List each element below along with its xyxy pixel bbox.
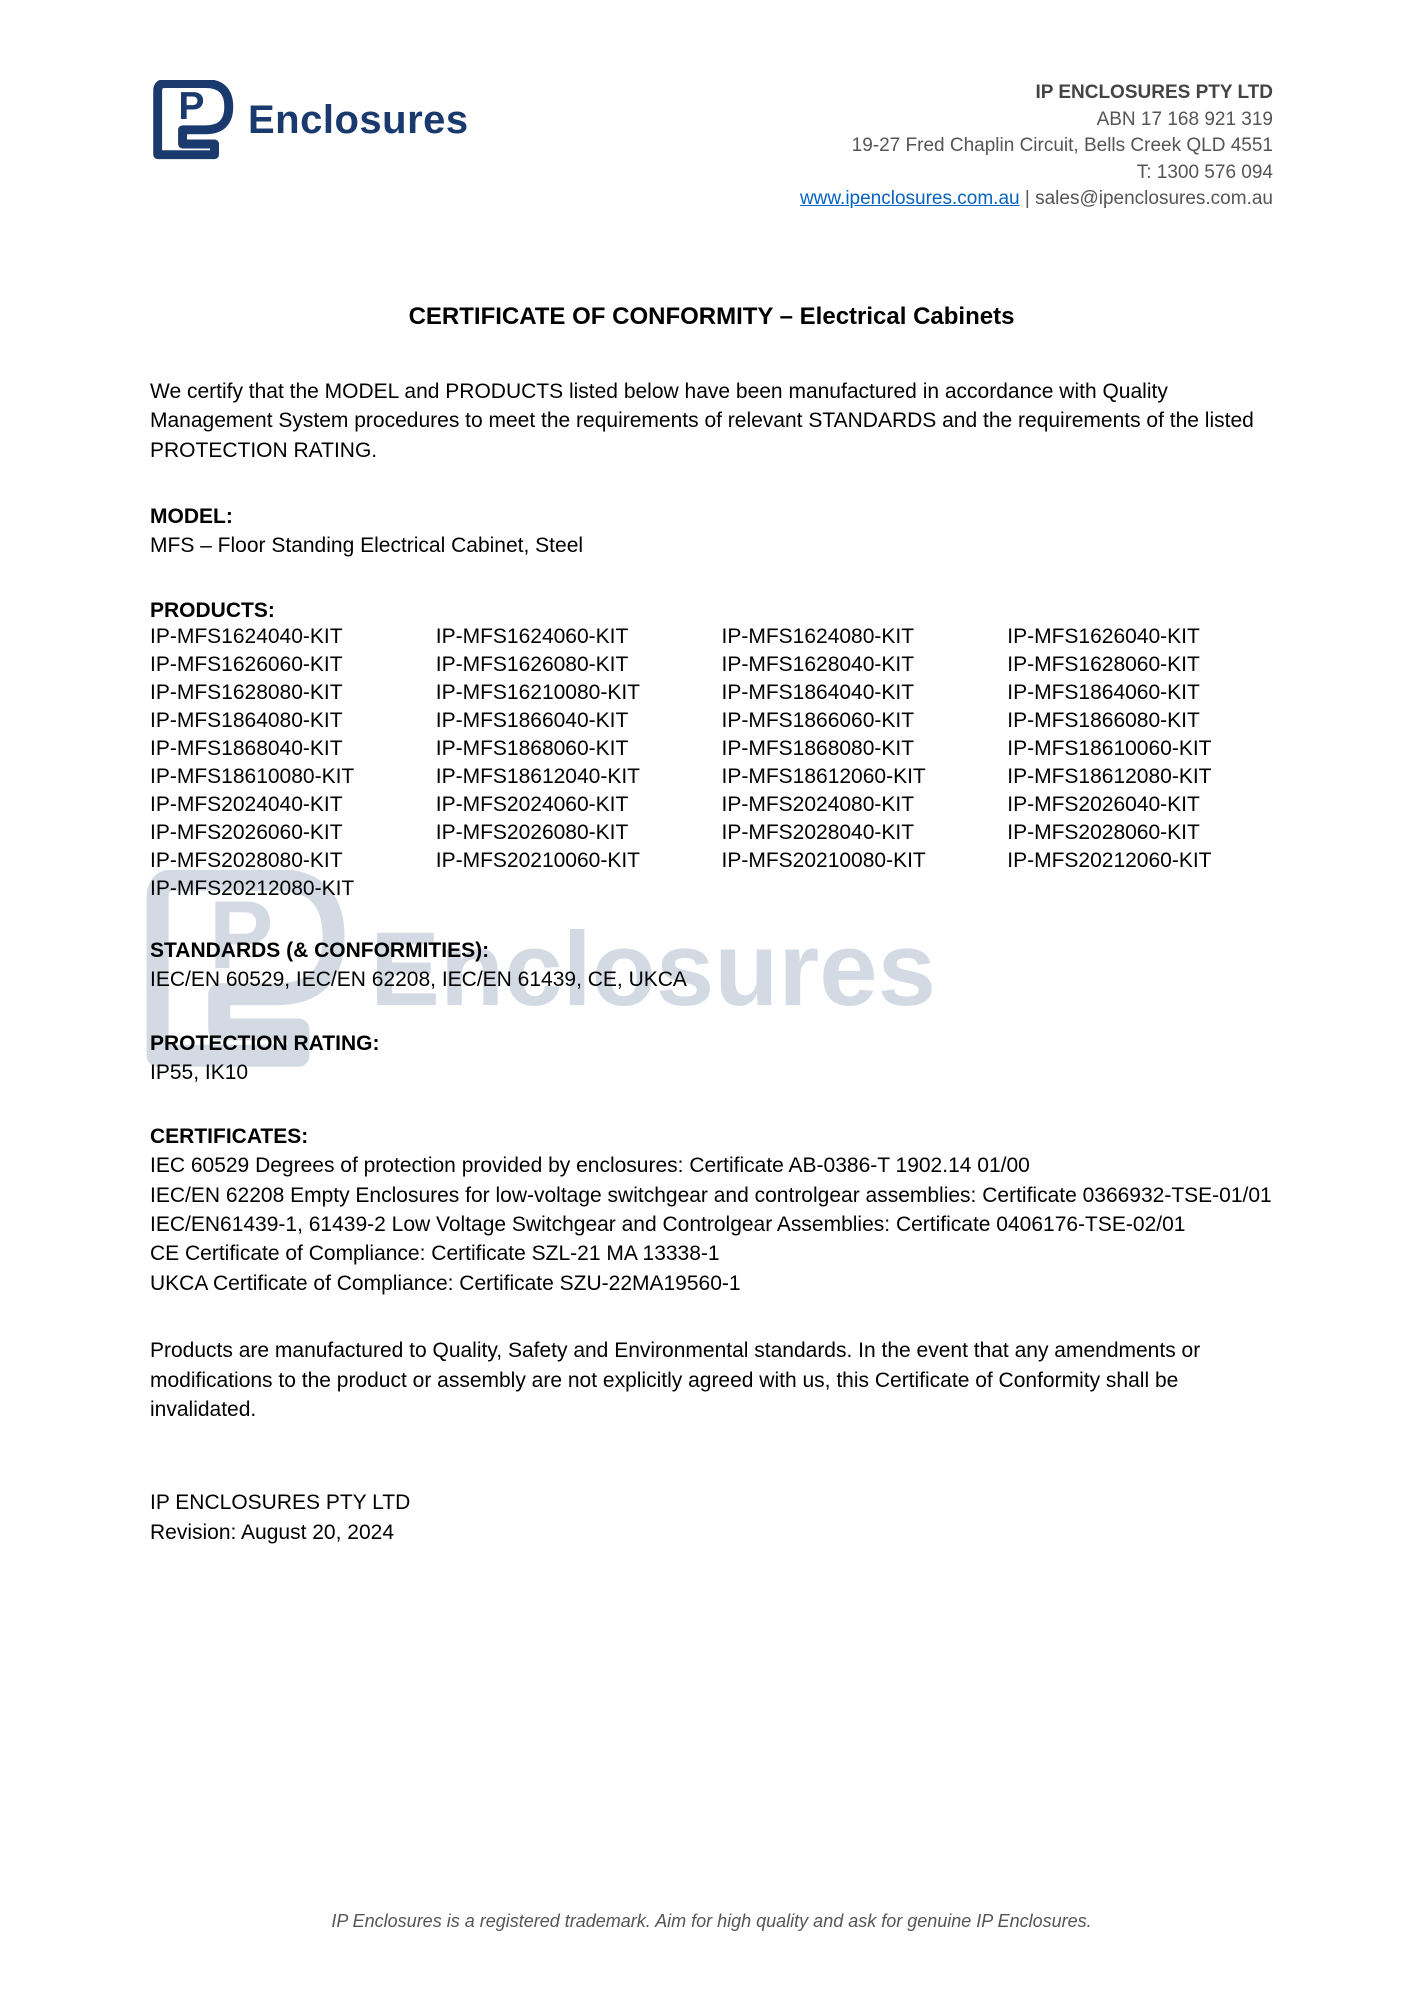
product-code: IP-MFS1864060-KIT [1007,681,1273,705]
product-code: IP-MFS1868080-KIT [722,737,988,761]
signature-company: IP ENCLOSURES PTY LTD [150,1488,1273,1517]
certificate-line: IEC/EN61439-1, 61439-2 Low Voltage Switc… [150,1210,1273,1239]
certificate-line: UKCA Certificate of Compliance: Certific… [150,1269,1273,1298]
product-code: IP-MFS20212080-KIT [150,877,416,901]
protection-heading: PROTECTION RATING: [150,1032,1273,1056]
product-code: IP-MFS1866040-KIT [436,709,702,733]
certificate-line: IEC 60529 Degrees of protection provided… [150,1151,1273,1180]
product-code: IP-MFS2028080-KIT [150,849,416,873]
product-code: IP-MFS18610080-KIT [150,765,416,789]
product-code: IP-MFS2026080-KIT [436,821,702,845]
company-contact-line: www.ipenclosures.com.au | sales@ipenclos… [800,186,1273,213]
product-code: IP-MFS1864040-KIT [722,681,988,705]
page-footer: IP Enclosures is a registered trademark.… [0,1911,1423,1932]
product-code: IP-MFS16210080-KIT [436,681,702,705]
product-code: IP-MFS1626040-KIT [1007,625,1273,649]
product-code: IP-MFS18612080-KIT [1007,765,1273,789]
product-code: IP-MFS1626060-KIT [150,653,416,677]
product-code: IP-MFS1624040-KIT [150,625,416,649]
standards-heading: STANDARDS (& CONFORMITIES): [150,939,1273,963]
product-code: IP-MFS1624080-KIT [722,625,988,649]
product-code: IP-MFS2026040-KIT [1007,793,1273,817]
model-text: MFS – Floor Standing Electrical Cabinet,… [150,531,1273,560]
company-name: IP ENCLOSURES PTY LTD [800,80,1273,107]
product-code: IP-MFS2028060-KIT [1007,821,1273,845]
company-email: sales@ipenclosures.com.au [1035,188,1273,209]
product-code: IP-MFS2024080-KIT [722,793,988,817]
standards-text: IEC/EN 60529, IEC/EN 62208, IEC/EN 61439… [150,965,1273,994]
model-heading: MODEL: [150,505,1273,529]
product-code: IP-MFS20210080-KIT [722,849,988,873]
contact-separator: | [1020,188,1036,209]
certificates-section: CERTIFICATES: IEC 60529 Degrees of prote… [150,1125,1273,1298]
logo-text: Enclosures [248,98,469,143]
product-code: IP-MFS20212060-KIT [1007,849,1273,873]
company-abn: ABN 17 168 921 319 [800,107,1273,134]
products-section: PRODUCTS: IP-MFS1624040-KIT IP-MFS1624060… [150,599,1273,901]
product-code: IP-MFS1868040-KIT [150,737,416,761]
company-logo: P Enclosures [150,80,469,160]
certificate-line: IEC/EN 62208 Empty Enclosures for low-vo… [150,1181,1273,1210]
product-code: IP-MFS1866060-KIT [722,709,988,733]
product-code: IP-MFS18610060-KIT [1007,737,1273,761]
product-code: IP-MFS18612060-KIT [722,765,988,789]
protection-text: IP55, IK10 [150,1058,1273,1087]
product-code: IP-MFS18612040-KIT [436,765,702,789]
product-code: IP-MFS20210060-KIT [436,849,702,873]
logo-icon: P [150,80,240,160]
product-code: IP-MFS1628040-KIT [722,653,988,677]
products-heading: PRODUCTS: [150,599,1273,623]
standards-section: STANDARDS (& CONFORMITIES): IEC/EN 60529… [150,939,1273,994]
model-section: MODEL: MFS – Floor Standing Electrical C… [150,505,1273,560]
signature-block: IP ENCLOSURES PTY LTD Revision: August 2… [150,1488,1273,1547]
product-code: IP-MFS1868060-KIT [436,737,702,761]
document-title: CERTIFICATE OF CONFORMITY – Electrical C… [150,303,1273,331]
product-code: IP-MFS1864080-KIT [150,709,416,733]
certificate-line: CE Certificate of Compliance: Certificat… [150,1239,1273,1268]
product-code: IP-MFS1866080-KIT [1007,709,1273,733]
product-code: IP-MFS2024060-KIT [436,793,702,817]
intro-paragraph: We certify that the MODEL and PRODUCTS l… [150,377,1273,465]
product-code: IP-MFS2026060-KIT [150,821,416,845]
document-header: P Enclosures IP ENCLOSURES PTY LTD ABN 1… [150,80,1273,213]
certificates-lines: IEC 60529 Degrees of protection provided… [150,1151,1273,1298]
certificates-heading: CERTIFICATES: [150,1125,1273,1149]
product-code: IP-MFS1628060-KIT [1007,653,1273,677]
company-website-link[interactable]: www.ipenclosures.com.au [800,188,1020,209]
product-code: IP-MFS1624060-KIT [436,625,702,649]
product-code: IP-MFS1628080-KIT [150,681,416,705]
signature-revision: Revision: August 20, 2024 [150,1518,1273,1547]
product-code: IP-MFS2028040-KIT [722,821,988,845]
products-grid: IP-MFS1624040-KIT IP-MFS1624060-KIT IP-MFS… [150,625,1273,901]
company-address: 19-27 Fred Chaplin Circuit, Bells Creek … [800,133,1273,160]
svg-text:P: P [178,85,204,128]
company-info-block: IP ENCLOSURES PTY LTD ABN 17 168 921 319… [800,80,1273,213]
company-phone: T: 1300 576 094 [800,160,1273,187]
protection-section: PROTECTION RATING: IP55, IK10 [150,1032,1273,1087]
product-code: IP-MFS1626080-KIT [436,653,702,677]
product-code: IP-MFS2024040-KIT [150,793,416,817]
disclaimer-paragraph: Products are manufactured to Quality, Sa… [150,1336,1273,1424]
